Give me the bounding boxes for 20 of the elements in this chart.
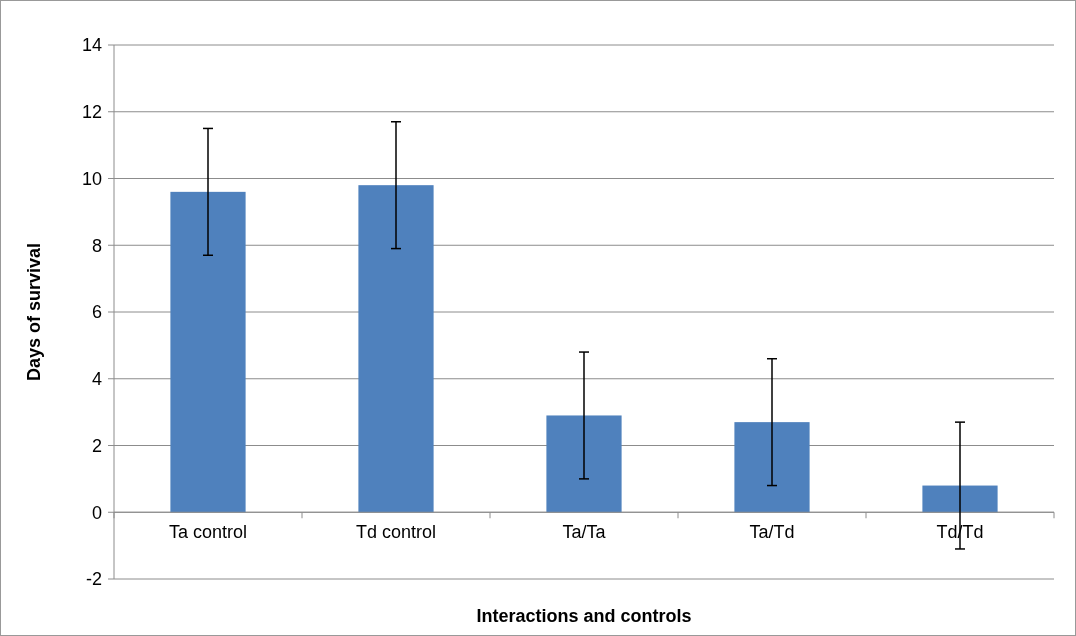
y-tick-label: 8 bbox=[91, 235, 102, 256]
x-axis-title: Interactions and controls bbox=[476, 606, 692, 626]
bar bbox=[358, 185, 434, 513]
x-tick-label: Ta/Ta bbox=[562, 522, 607, 543]
bar bbox=[922, 485, 998, 513]
bar bbox=[546, 415, 622, 513]
bar bbox=[734, 422, 810, 513]
x-tick-label: Td control bbox=[355, 522, 437, 543]
y-tick-label: 12 bbox=[81, 102, 102, 123]
y-tick-label: 0 bbox=[91, 502, 102, 523]
x-tick-label: Ta/Td bbox=[749, 522, 795, 543]
y-tick-label: 4 bbox=[91, 369, 102, 390]
y-axis-title: Days of survival bbox=[24, 242, 44, 382]
y-tick-label: -2 bbox=[85, 569, 102, 590]
y-tick-label: 2 bbox=[91, 435, 102, 456]
x-tick-label: Ta control bbox=[168, 522, 248, 543]
y-tick-label: 6 bbox=[91, 302, 102, 323]
y-tick-label: 10 bbox=[81, 168, 102, 189]
bar bbox=[170, 191, 246, 513]
y-tick-label: 14 bbox=[81, 35, 102, 56]
